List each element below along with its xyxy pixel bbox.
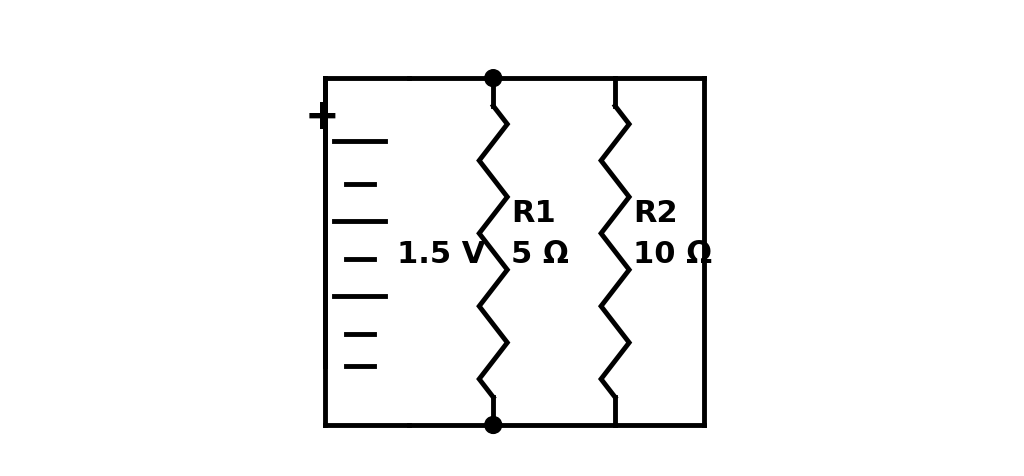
Text: +: + <box>305 96 340 138</box>
Circle shape <box>484 416 502 434</box>
Text: 1.5 V: 1.5 V <box>397 240 485 269</box>
Text: R2
10 Ω: R2 10 Ω <box>633 198 712 268</box>
Text: R1
5 Ω: R1 5 Ω <box>511 198 569 268</box>
Circle shape <box>484 70 502 88</box>
